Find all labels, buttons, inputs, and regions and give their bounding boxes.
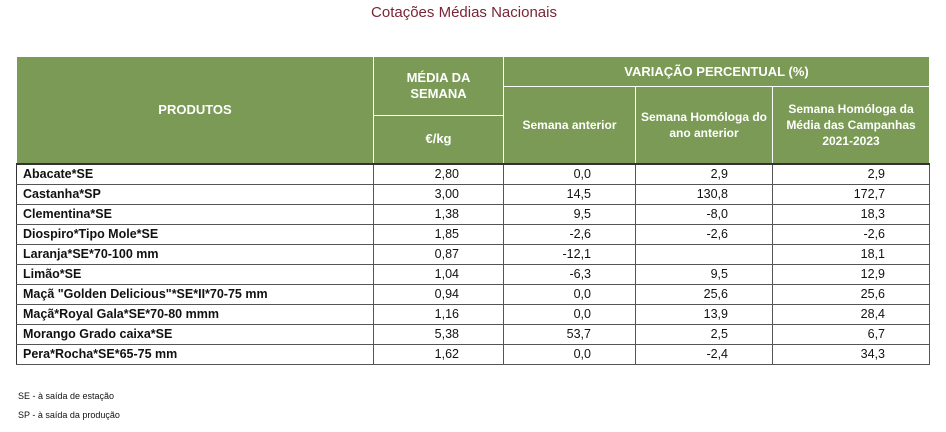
cell-homologa <box>635 243 773 265</box>
header-homologa-campanhas: Semana Homóloga da Média das Campanhas 2… <box>771 86 931 164</box>
cell-media: 5,38 <box>373 323 504 345</box>
table-row: Morango Grado caixa*SE 5,38 53,7 2,5 6,7 <box>16 323 931 345</box>
cell-media: 0,87 <box>373 243 504 265</box>
cell-campanhas: 28,4 <box>771 303 931 325</box>
cell-produto: Limão*SE <box>16 263 374 285</box>
cell-anterior: 53,7 <box>503 323 636 345</box>
cell-media: 1,38 <box>373 203 504 225</box>
header-variacao: VARIAÇÃO PERCENTUAL (%) <box>502 56 931 87</box>
cell-campanhas: 18,3 <box>771 203 931 225</box>
table-row: Clementina*SE 1,38 9,5 -8,0 18,3 <box>16 203 931 225</box>
cell-campanhas: 12,9 <box>771 263 931 285</box>
table-row: Diospiro*Tipo Mole*SE 1,85 -2,6 -2,6 -2,6 <box>16 223 931 245</box>
table-row: Castanha*SP 3,00 14,5 130,8 172,7 <box>16 183 931 205</box>
cell-anterior: -2,6 <box>503 223 636 245</box>
note-se: SE - à saída de estação <box>18 391 115 401</box>
cell-produto: Maçã*Royal Gala*SE*70-80 mmm <box>16 303 374 325</box>
cell-anterior: 0,0 <box>503 343 636 365</box>
cell-anterior: 0,0 <box>503 303 636 325</box>
cell-produto: Castanha*SP <box>16 183 374 205</box>
cell-homologa: 2,9 <box>635 162 773 185</box>
table-row: Maçã "Golden Delicious"*SE*II*70-75 mm 0,… <box>16 283 931 305</box>
cell-campanhas: 172,7 <box>771 183 931 205</box>
header-semana-anterior: Semana anterior <box>503 86 636 164</box>
cell-media: 2,80 <box>373 162 504 185</box>
cell-media: 1,04 <box>373 263 504 285</box>
cell-media: 1,62 <box>373 343 504 365</box>
page-title: Cotações Médias Nacionais <box>371 4 557 21</box>
cell-homologa: 9,5 <box>635 263 773 285</box>
cell-anterior: 9,5 <box>503 203 636 225</box>
prices-table: PRODUTOS MÉDIA DA SEMANA VARIAÇÃO PERCEN… <box>16 56 931 365</box>
cell-produto: Morango Grado caixa*SE <box>16 323 374 345</box>
cell-media: 1,85 <box>373 223 504 245</box>
cell-produto: Laranja*SE*70-100 mm <box>16 243 374 265</box>
header-produtos: PRODUTOS <box>16 56 374 164</box>
header-homologa-ano: Semana Homóloga do ano anterior <box>635 86 773 164</box>
table-row: Maçã*Royal Gala*SE*70-80 mmm 1,16 0,0 13,9 2… <box>16 303 931 325</box>
note-sp: SP - à saída da produção <box>18 410 120 420</box>
cell-produto: Clementina*SE <box>16 203 374 225</box>
cell-media: 1,16 <box>373 303 504 325</box>
cell-produto: Pera*Rocha*SE*65-75 mm <box>16 343 374 365</box>
cell-homologa: -8,0 <box>635 203 773 225</box>
cell-campanhas: 6,7 <box>771 323 931 345</box>
table-row: Laranja*SE*70-100 mm 0,87 -12,1 18,1 <box>16 243 931 265</box>
cell-homologa: -2,4 <box>635 343 773 365</box>
cell-homologa: 13,9 <box>635 303 773 325</box>
cell-campanhas: -2,6 <box>771 223 931 245</box>
cell-homologa: 130,8 <box>635 183 773 205</box>
cell-homologa: 2,5 <box>635 323 773 345</box>
cell-anterior: 0,0 <box>503 283 636 305</box>
cell-produto: Abacate*SE <box>16 162 374 185</box>
cell-homologa: -2,6 <box>635 223 773 245</box>
cell-anterior: 14,5 <box>503 183 636 205</box>
table-row: Pera*Rocha*SE*65-75 mm 1,62 0,0 -2,4 34,3 <box>16 343 931 365</box>
cell-anterior: -12,1 <box>503 243 636 265</box>
cell-campanhas: 34,3 <box>771 343 931 365</box>
cell-campanhas: 2,9 <box>771 162 931 185</box>
cell-media: 3,00 <box>373 183 504 205</box>
cell-produto: Diospiro*Tipo Mole*SE <box>16 223 374 245</box>
cell-anterior: -6,3 <box>503 263 636 285</box>
cell-homologa: 25,6 <box>635 283 773 305</box>
cell-produto: Maçã "Golden Delicious"*SE*II*70-75 mm <box>16 283 374 305</box>
cell-campanhas: 25,6 <box>771 283 931 305</box>
cell-campanhas: 18,1 <box>771 243 931 265</box>
header-unit: €/kg <box>373 115 504 164</box>
table-row: Abacate*SE 2,80 0,0 2,9 2,9 <box>16 162 931 185</box>
table-row: Limão*SE 1,04 -6,3 9,5 12,9 <box>16 263 931 285</box>
cell-media: 0,94 <box>373 283 504 305</box>
cell-anterior: 0,0 <box>503 162 636 185</box>
header-media-semana: MÉDIA DA SEMANA <box>373 56 504 116</box>
